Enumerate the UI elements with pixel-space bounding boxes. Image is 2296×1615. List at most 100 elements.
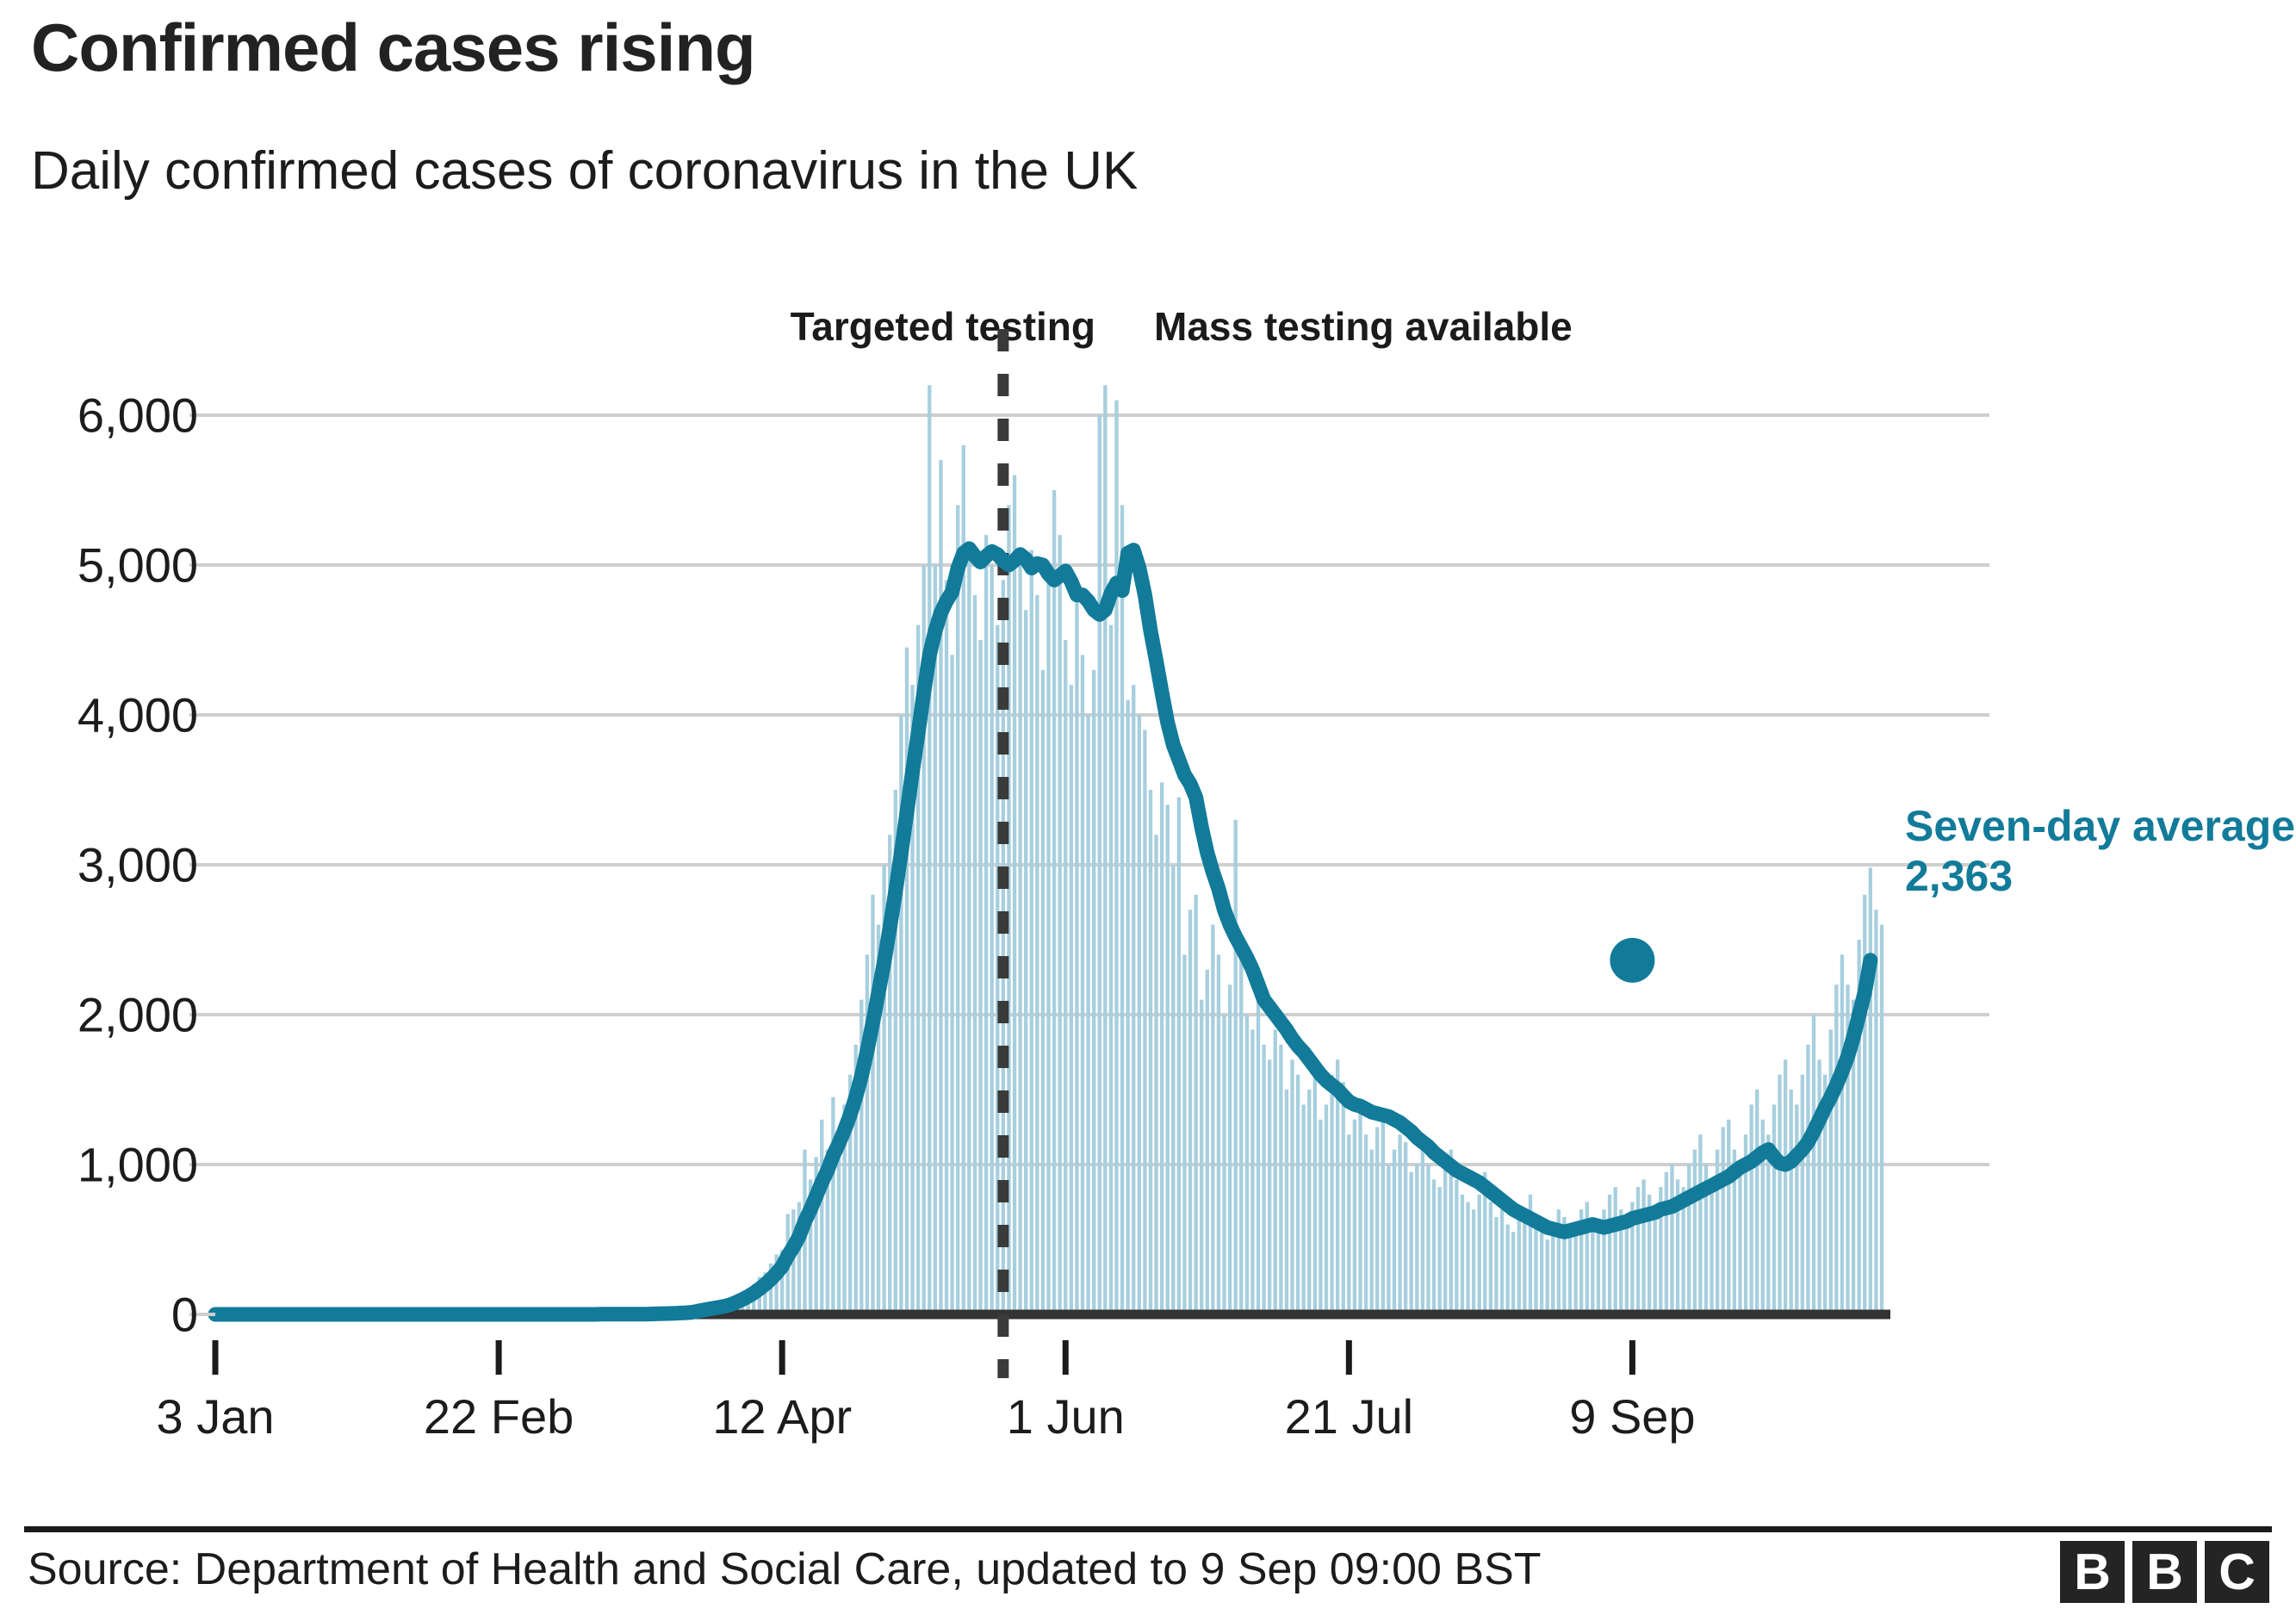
bar	[1857, 940, 1861, 1314]
bar	[1330, 1074, 1334, 1314]
bar	[1721, 1127, 1725, 1314]
bar	[1800, 1074, 1805, 1314]
bar	[779, 1250, 785, 1314]
bar	[774, 1254, 779, 1314]
bar	[1312, 1066, 1318, 1314]
bar	[1018, 565, 1022, 1314]
bar	[1398, 1134, 1402, 1314]
bbc-logo-letter-3: C	[2205, 1541, 2269, 1603]
bar	[1103, 385, 1108, 1315]
bar	[1505, 1224, 1510, 1314]
bar	[1715, 1149, 1720, 1314]
bar	[1347, 1134, 1351, 1314]
bar	[1126, 699, 1130, 1314]
bar	[1635, 1187, 1641, 1314]
bar	[876, 924, 881, 1314]
bar	[1024, 610, 1028, 1314]
bar-series	[536, 385, 1884, 1315]
bar	[978, 640, 983, 1314]
bar	[1687, 1165, 1691, 1314]
bar	[1035, 594, 1039, 1314]
bar	[1046, 580, 1051, 1314]
bar	[1545, 1239, 1549, 1314]
bar	[1075, 594, 1079, 1314]
bar	[1341, 1082, 1345, 1314]
bar	[944, 580, 949, 1314]
bar	[1698, 1134, 1703, 1314]
bar	[1562, 1216, 1567, 1314]
bar	[1120, 505, 1125, 1314]
bar	[1483, 1171, 1487, 1314]
bar	[1114, 400, 1119, 1315]
x-axis-tick-label: 12 Apr	[712, 1389, 853, 1444]
bar	[853, 1044, 858, 1314]
bar	[1579, 1209, 1584, 1314]
bar	[1324, 1104, 1329, 1314]
y-axis-tick-label: 3,000	[77, 837, 198, 892]
bar	[831, 1096, 835, 1314]
bar	[1064, 640, 1068, 1314]
bar	[956, 505, 960, 1314]
bar	[1159, 782, 1164, 1314]
bar	[871, 894, 875, 1314]
bar	[1664, 1171, 1669, 1314]
bar	[1040, 669, 1046, 1314]
x-axis-tick-label: 22 Feb	[423, 1389, 574, 1444]
bar	[847, 1074, 853, 1314]
end-point-marker	[1610, 937, 1655, 983]
bar	[1069, 685, 1073, 1314]
bar	[915, 624, 921, 1314]
callout-line-1: Seven-day average:	[1905, 802, 2296, 850]
bar	[1262, 1044, 1266, 1314]
bar	[1443, 1165, 1448, 1314]
bar	[1681, 1187, 1685, 1314]
bar	[1290, 1059, 1294, 1314]
bar	[1523, 1209, 1527, 1314]
bar	[1795, 1104, 1799, 1314]
bar	[1171, 865, 1176, 1314]
y-axis-tick-label: 5,000	[77, 537, 198, 593]
bar	[1086, 715, 1090, 1314]
bar	[1363, 1134, 1368, 1314]
bar	[1692, 1149, 1697, 1314]
bar	[1369, 1149, 1374, 1314]
bar	[1466, 1202, 1470, 1314]
bar	[1007, 505, 1011, 1314]
bar	[1273, 1029, 1277, 1314]
bar	[1375, 1127, 1380, 1314]
bar	[1216, 954, 1221, 1314]
bar	[1335, 1059, 1340, 1314]
bar	[972, 594, 977, 1314]
seven-day-average-line	[208, 541, 1878, 1322]
bar	[1573, 1224, 1578, 1314]
bar	[1743, 1134, 1748, 1314]
bar	[1091, 669, 1096, 1314]
bar	[1097, 415, 1101, 1314]
y-axis-tick-label: 1,000	[77, 1137, 198, 1192]
bar	[1176, 797, 1182, 1314]
bar	[1352, 1119, 1357, 1314]
x-axis-tick-label: 3 Jan	[156, 1389, 275, 1444]
bar	[1409, 1171, 1413, 1314]
bar	[1455, 1179, 1459, 1314]
bar	[888, 835, 892, 1314]
bar	[1806, 1044, 1810, 1314]
bar	[1727, 1119, 1731, 1314]
page-title: Confirmed cases rising	[31, 9, 756, 85]
bar	[1703, 1165, 1709, 1314]
bar	[1052, 490, 1057, 1314]
bar	[1783, 1059, 1788, 1314]
bar	[1675, 1179, 1680, 1314]
bar	[1194, 894, 1198, 1314]
source-text: Source: Department of Health and Social …	[28, 1544, 1542, 1594]
bar	[1233, 819, 1238, 1314]
bar	[1137, 715, 1141, 1314]
bar	[1551, 1224, 1555, 1314]
bar	[836, 1134, 841, 1314]
bar	[1279, 1044, 1283, 1314]
bar	[1222, 1015, 1226, 1314]
bar	[842, 1104, 847, 1314]
bar	[1244, 1015, 1250, 1314]
